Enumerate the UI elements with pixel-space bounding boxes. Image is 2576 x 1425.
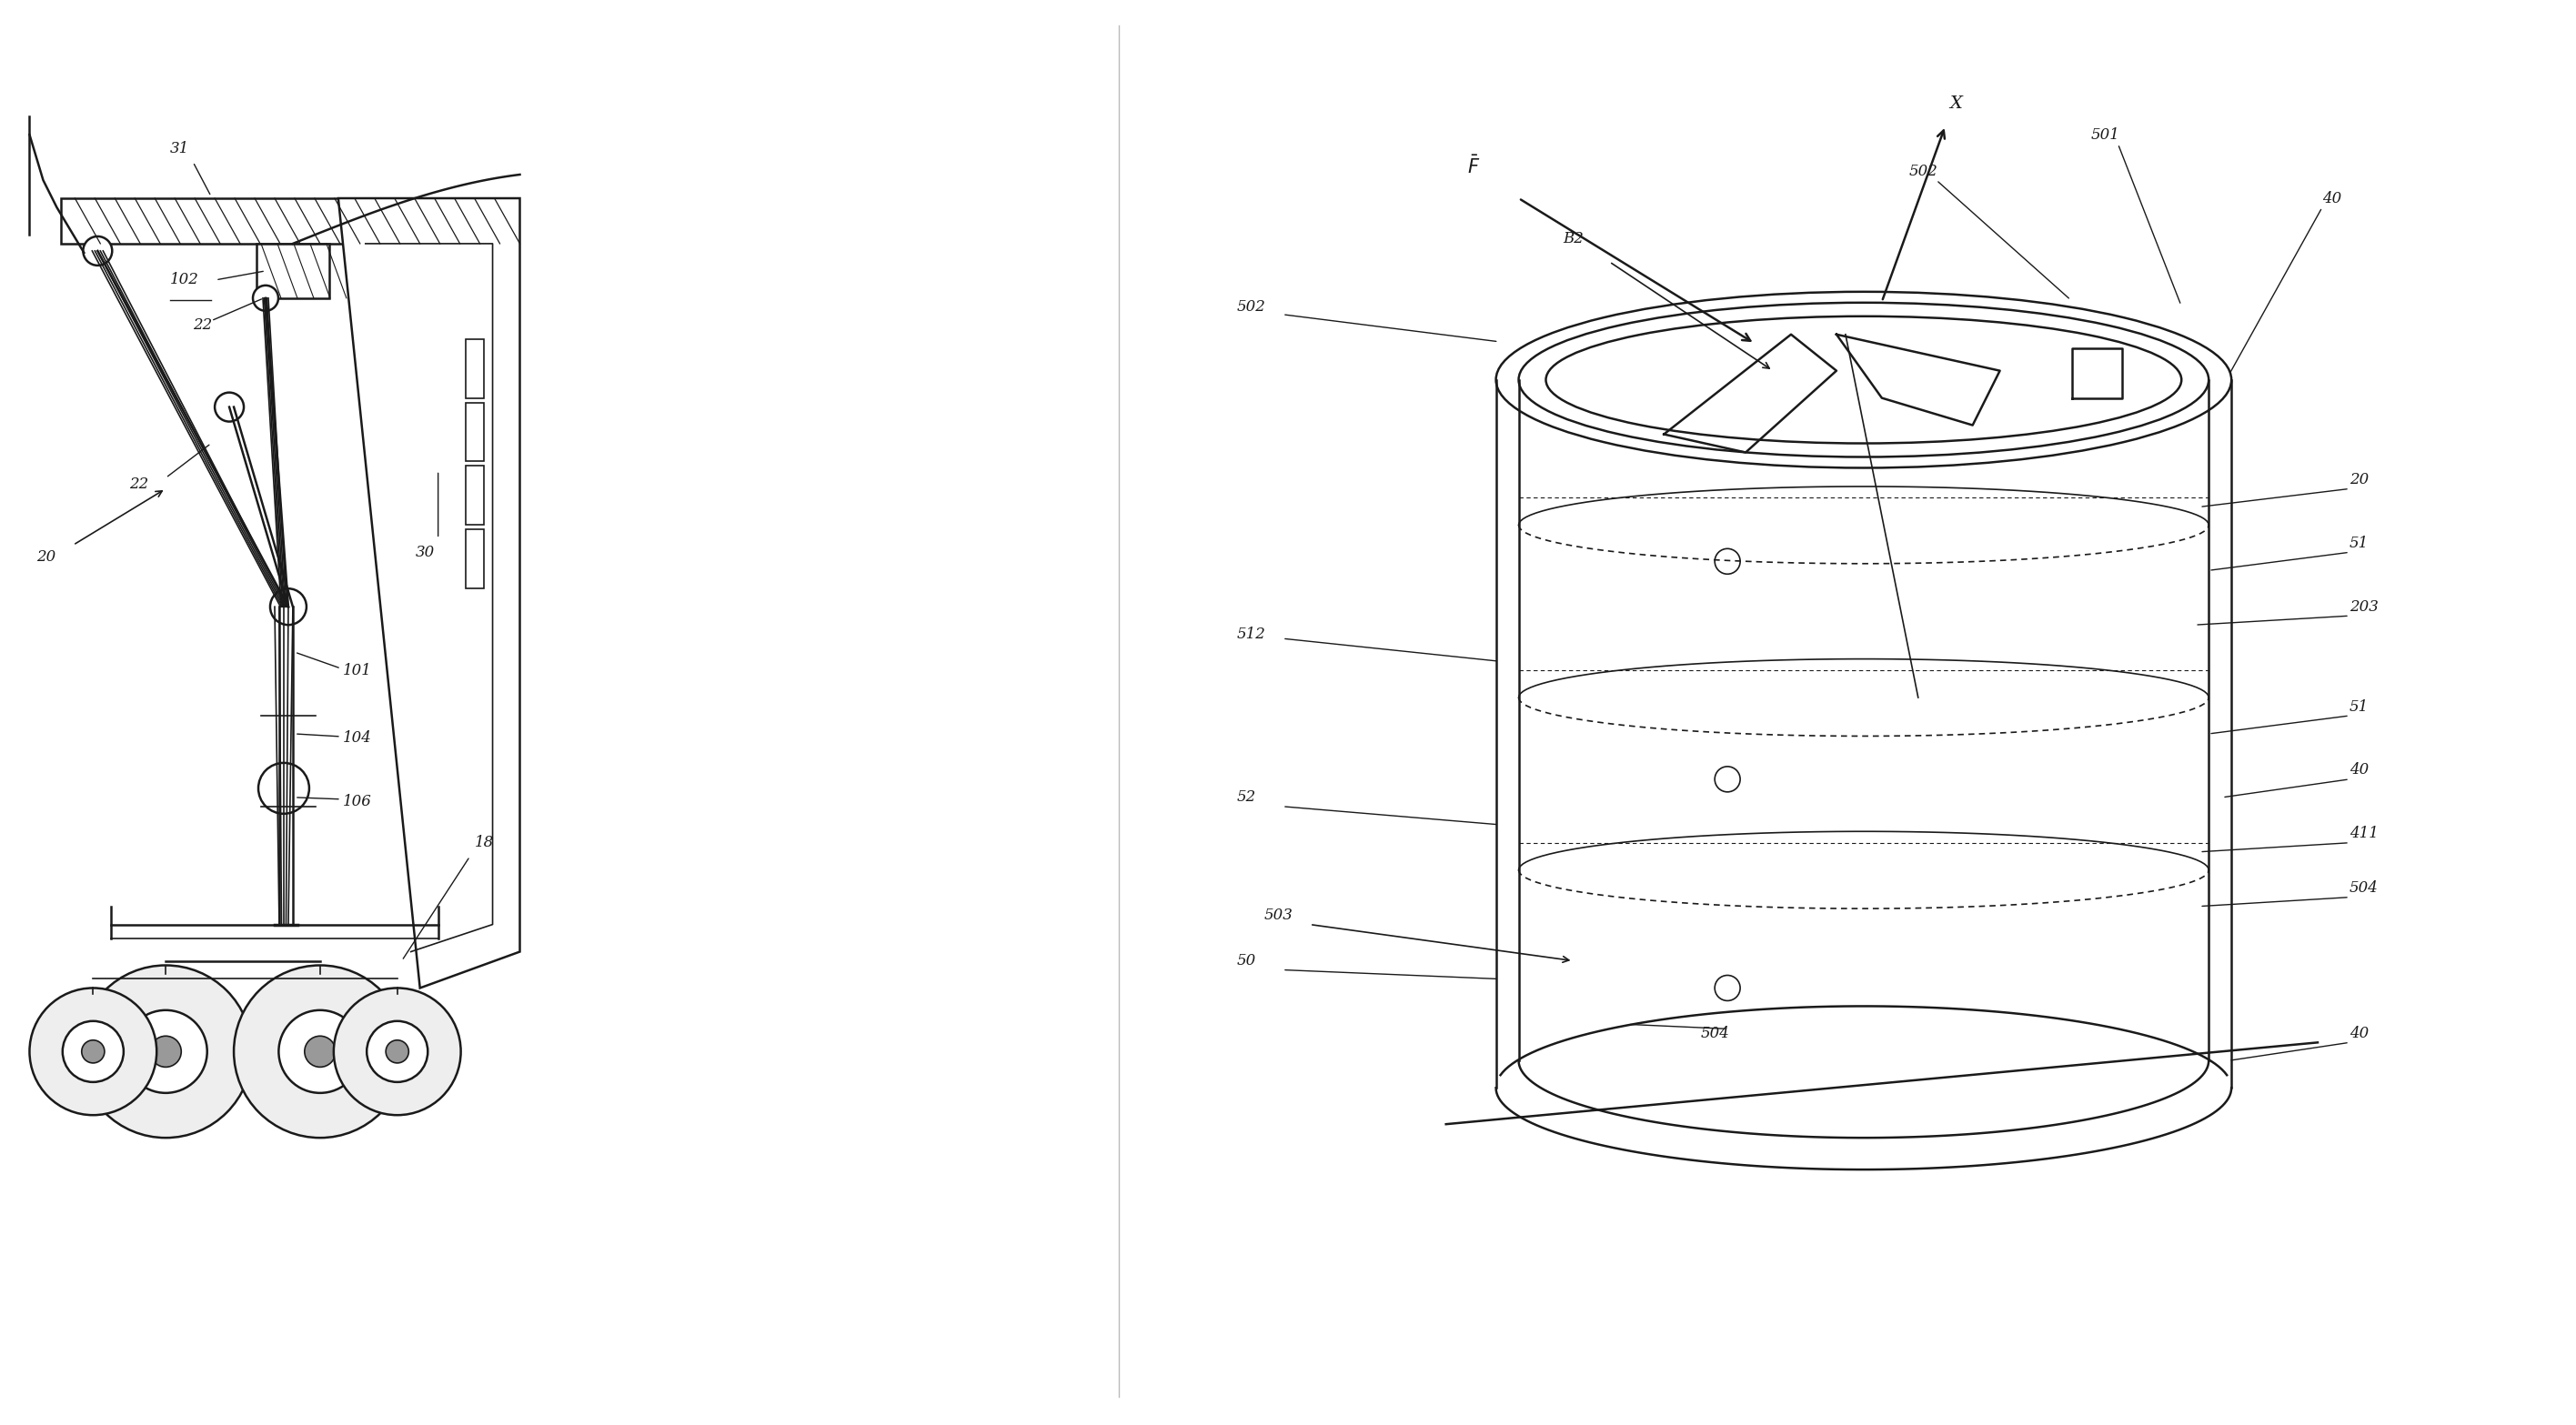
Circle shape (82, 237, 113, 265)
Polygon shape (466, 466, 484, 524)
Text: 20: 20 (36, 549, 57, 564)
Text: B2: B2 (1564, 231, 1584, 247)
Circle shape (304, 1036, 335, 1067)
Circle shape (214, 392, 245, 422)
Text: X: X (1950, 95, 1963, 113)
Polygon shape (258, 244, 330, 298)
Circle shape (82, 1040, 106, 1063)
Polygon shape (466, 339, 484, 398)
Text: 52: 52 (1236, 789, 1257, 805)
Text: 106: 106 (343, 794, 371, 809)
Circle shape (252, 285, 278, 311)
Text: 51: 51 (2349, 698, 2370, 714)
Text: 512: 512 (1236, 626, 1267, 641)
Circle shape (80, 965, 252, 1137)
Text: 22: 22 (129, 476, 149, 492)
Text: 502: 502 (1909, 164, 1937, 178)
Text: 101: 101 (343, 663, 371, 678)
Polygon shape (466, 402, 484, 462)
Circle shape (62, 1022, 124, 1082)
Text: 31: 31 (170, 141, 191, 157)
Text: $\bar{F}$: $\bar{F}$ (1466, 155, 1479, 178)
Text: 503: 503 (1265, 908, 1293, 923)
Text: 40: 40 (2349, 762, 2370, 778)
Text: 20: 20 (2349, 472, 2370, 487)
Text: 18: 18 (474, 835, 495, 851)
Text: 40: 40 (2349, 1026, 2370, 1042)
Text: 203: 203 (2349, 598, 2378, 614)
Circle shape (366, 1022, 428, 1082)
Text: 504: 504 (1700, 1026, 1728, 1042)
Circle shape (386, 1040, 410, 1063)
Circle shape (1716, 975, 1741, 1000)
Circle shape (278, 1010, 361, 1093)
Text: 40: 40 (2321, 191, 2342, 207)
Circle shape (258, 762, 309, 814)
Text: 501: 501 (2092, 127, 2120, 143)
Circle shape (1716, 767, 1741, 792)
Circle shape (149, 1036, 180, 1067)
Text: 51: 51 (2349, 536, 2370, 551)
Text: 104: 104 (343, 731, 371, 747)
Text: 502: 502 (1236, 299, 1267, 315)
Text: 30: 30 (415, 544, 435, 560)
Polygon shape (62, 198, 510, 244)
Polygon shape (466, 530, 484, 589)
Text: 102: 102 (170, 272, 198, 288)
Text: 411: 411 (2349, 826, 2378, 841)
Circle shape (234, 965, 407, 1137)
Text: 22: 22 (193, 318, 211, 333)
Circle shape (335, 988, 461, 1116)
Text: 504: 504 (2349, 881, 2378, 896)
Circle shape (1716, 549, 1741, 574)
Circle shape (270, 589, 307, 626)
Text: 50: 50 (1236, 953, 1257, 969)
Polygon shape (337, 198, 520, 988)
Circle shape (124, 1010, 206, 1093)
Circle shape (28, 988, 157, 1116)
